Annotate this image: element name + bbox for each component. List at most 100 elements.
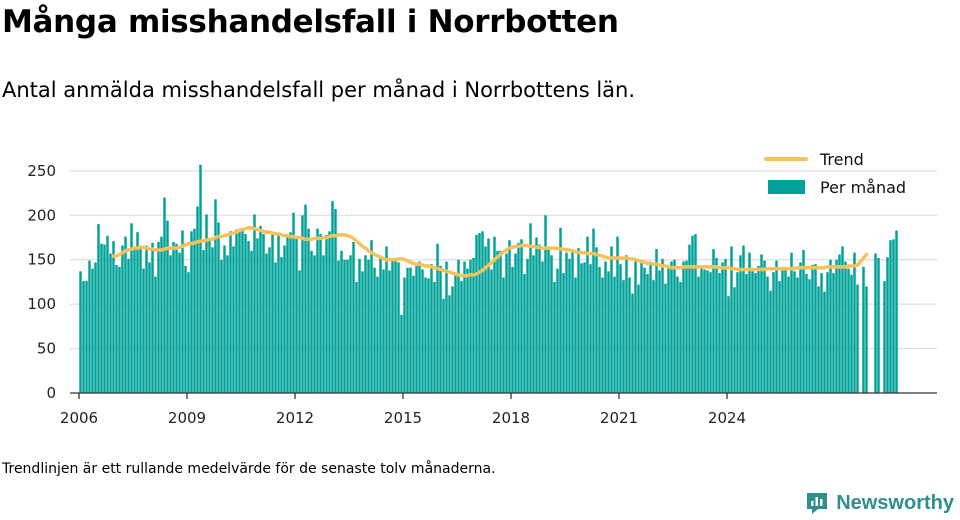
bar bbox=[403, 277, 406, 393]
bar bbox=[172, 241, 175, 393]
bar bbox=[181, 230, 184, 393]
bar bbox=[793, 271, 796, 393]
bar bbox=[85, 281, 88, 393]
bar bbox=[175, 243, 178, 393]
bar bbox=[247, 241, 250, 393]
bar bbox=[376, 276, 379, 393]
bar bbox=[226, 255, 229, 393]
bar bbox=[853, 252, 856, 393]
bar bbox=[115, 265, 118, 393]
bar bbox=[838, 254, 841, 393]
bar bbox=[421, 269, 424, 393]
bar bbox=[778, 281, 781, 393]
bar bbox=[718, 273, 721, 393]
bar bbox=[490, 269, 493, 393]
bar bbox=[787, 276, 790, 393]
bar bbox=[304, 204, 307, 393]
bar bbox=[97, 224, 100, 393]
bar bbox=[358, 258, 361, 393]
y-tick-label: 0 bbox=[46, 384, 56, 402]
bar bbox=[841, 246, 844, 393]
bar bbox=[736, 272, 739, 393]
x-tick-label: 2006 bbox=[60, 409, 98, 427]
bar bbox=[136, 232, 139, 393]
bar bbox=[148, 262, 151, 393]
bar bbox=[508, 240, 511, 393]
bar bbox=[847, 268, 850, 393]
bar bbox=[442, 298, 445, 393]
bar bbox=[814, 264, 817, 393]
bar bbox=[331, 201, 334, 393]
bar bbox=[127, 258, 130, 393]
bar bbox=[730, 246, 733, 393]
bar bbox=[712, 249, 715, 393]
bar bbox=[385, 246, 388, 393]
bar bbox=[529, 223, 532, 393]
bar bbox=[679, 281, 682, 393]
chart-title: Många misshandelsfall i Norrbotten bbox=[2, 4, 619, 40]
bar bbox=[238, 230, 241, 393]
bar bbox=[199, 164, 202, 393]
bar bbox=[208, 240, 211, 393]
bar bbox=[697, 276, 700, 393]
bar bbox=[520, 239, 523, 393]
bar bbox=[571, 249, 574, 393]
bar bbox=[388, 270, 391, 393]
bar bbox=[211, 247, 214, 393]
newsworthy-logo-icon bbox=[807, 493, 828, 514]
bar bbox=[808, 279, 811, 393]
bar bbox=[595, 247, 598, 393]
bar bbox=[748, 252, 751, 393]
bar bbox=[340, 250, 343, 393]
bar bbox=[217, 222, 220, 393]
bar bbox=[547, 246, 550, 393]
bar bbox=[409, 267, 412, 393]
bar bbox=[322, 255, 325, 393]
bar bbox=[205, 214, 208, 393]
bar bbox=[628, 277, 631, 393]
bar bbox=[361, 271, 364, 393]
bar bbox=[715, 257, 718, 393]
bar bbox=[415, 265, 418, 393]
bar bbox=[298, 270, 301, 393]
brand[interactable]: Newsworthy bbox=[804, 488, 954, 518]
bar bbox=[454, 273, 457, 393]
bar bbox=[307, 228, 310, 393]
bar bbox=[280, 257, 283, 393]
bar bbox=[850, 274, 853, 393]
bar bbox=[133, 246, 136, 393]
legend-per-manad-swatch bbox=[768, 180, 805, 194]
bar bbox=[655, 249, 658, 393]
bar bbox=[109, 253, 112, 393]
bar bbox=[637, 284, 640, 393]
bar bbox=[643, 267, 646, 393]
x-tick-label: 2012 bbox=[276, 409, 314, 427]
bar bbox=[817, 286, 820, 393]
bar bbox=[268, 247, 271, 393]
y-tick-label: 100 bbox=[27, 295, 56, 313]
bar bbox=[622, 280, 625, 393]
bar bbox=[766, 276, 769, 393]
bar bbox=[586, 236, 589, 393]
bar bbox=[505, 253, 508, 393]
bar bbox=[517, 242, 520, 393]
bar bbox=[865, 286, 868, 393]
bar bbox=[634, 261, 637, 393]
bar bbox=[178, 252, 181, 393]
bar bbox=[598, 266, 601, 393]
bar bbox=[94, 262, 97, 393]
bar bbox=[259, 225, 262, 393]
bar bbox=[379, 256, 382, 393]
bar bbox=[244, 233, 247, 393]
bar bbox=[649, 261, 652, 393]
bar bbox=[202, 249, 205, 393]
bar bbox=[271, 233, 274, 393]
x-tick-label: 2024 bbox=[708, 409, 746, 427]
bar bbox=[229, 231, 232, 393]
bar bbox=[496, 250, 499, 393]
bar bbox=[538, 244, 541, 393]
bar bbox=[709, 272, 712, 393]
bar bbox=[601, 277, 604, 393]
bar bbox=[250, 250, 253, 393]
bar bbox=[877, 257, 880, 393]
